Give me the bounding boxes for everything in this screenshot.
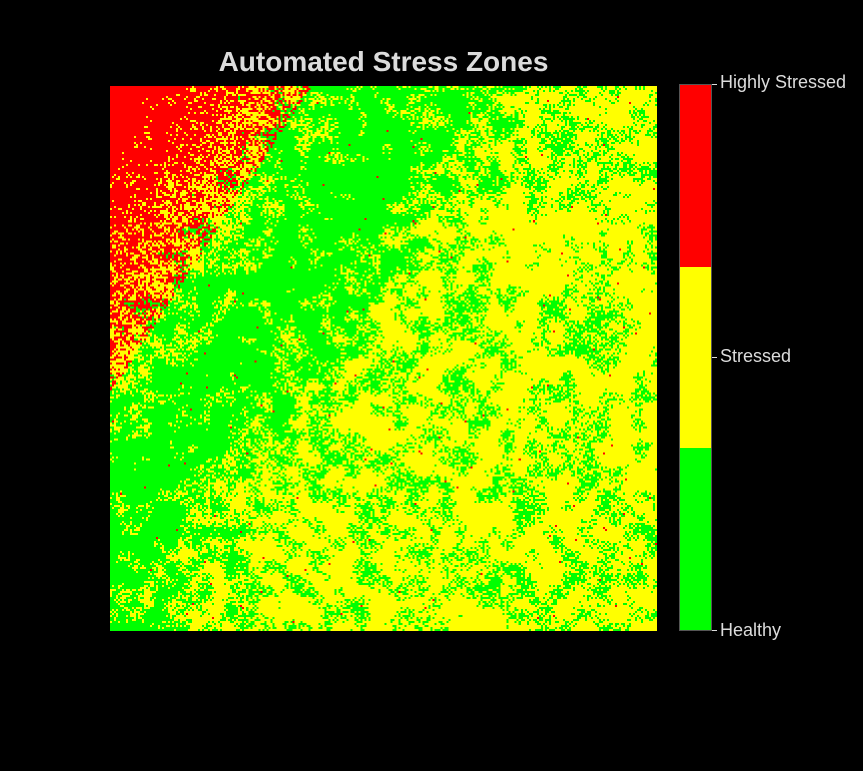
colorbar-tick-top	[712, 84, 717, 85]
colorbar	[679, 84, 712, 631]
colorbar-tick-middle	[712, 357, 717, 358]
colorbar-tick-bottom	[712, 630, 717, 631]
colorbar-segment-stressed	[680, 266, 711, 449]
colorbar-segment-highly-stressed	[680, 85, 711, 267]
colorbar-label-stressed: Stressed	[720, 346, 792, 366]
colorbar-label-highly-stressed: Highly Stressed	[720, 72, 847, 92]
colorbar-label-healthy: Healthy	[720, 620, 782, 640]
chart-title: Automated Stress Zones	[218, 46, 549, 77]
stress-heatmap	[110, 86, 657, 631]
colorbar-segment-healthy	[680, 448, 711, 631]
